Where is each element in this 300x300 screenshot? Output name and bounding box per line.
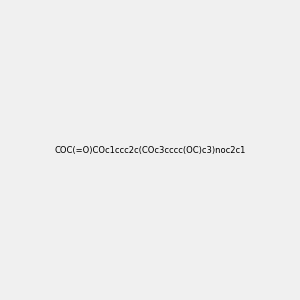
- Text: COC(=O)COc1ccc2c(COc3cccc(OC)c3)noc2c1: COC(=O)COc1ccc2c(COc3cccc(OC)c3)noc2c1: [54, 146, 246, 154]
